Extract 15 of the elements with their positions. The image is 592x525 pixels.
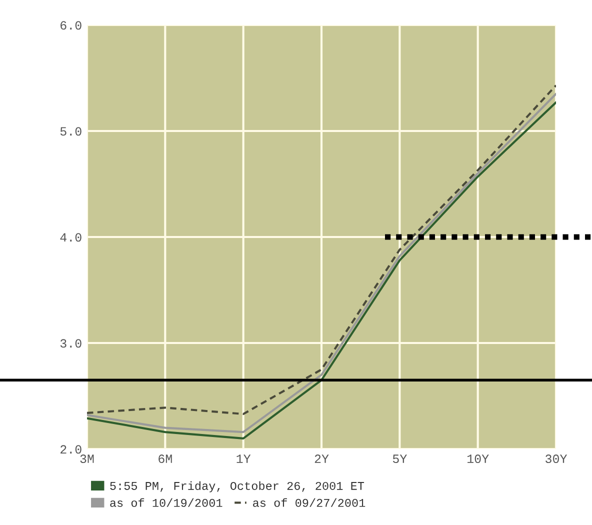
y-tick-label: 2.0 [60, 445, 82, 454]
x-tick-label: 5Y [392, 454, 407, 464]
x-tick-label: 10Y [467, 454, 489, 464]
y-tick-label: 6.0 [60, 21, 82, 30]
y-tick-label: 5.0 [60, 127, 82, 136]
x-tick-label: 30Y [546, 454, 568, 464]
legend-label: as of 10/19/2001 [110, 498, 222, 507]
legend-label: as of 09/27/2001 [253, 498, 366, 507]
x-tick-label: 3M [80, 454, 94, 464]
x-tick-label: 2Y [314, 454, 329, 463]
y-tick-label: 4.0 [60, 233, 82, 242]
legend-label: 5:55 PM, Friday, October 26, 2001 ET [110, 481, 364, 492]
y-tick-label: 3.0 [60, 339, 82, 348]
x-tick-label: 6M [158, 454, 172, 464]
x-tick-label: 1Y [236, 454, 251, 463]
